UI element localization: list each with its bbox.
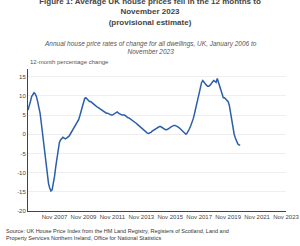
svg-text:15: 15 [19, 74, 26, 80]
svg-text:5: 5 [22, 112, 26, 118]
svg-text:Nov 2013: Nov 2013 [128, 214, 154, 220]
svg-text:Nov 2011: Nov 2011 [100, 214, 126, 220]
svg-text:Nov 2007: Nov 2007 [42, 214, 68, 220]
svg-text:-15: -15 [17, 189, 26, 195]
svg-text:Nov 2015: Nov 2015 [157, 214, 183, 220]
svg-text:Annual house price rates of ch: Annual house price rates of change for a… [44, 40, 257, 55]
svg-text:Nov 2017: Nov 2017 [186, 214, 212, 220]
svg-text:Nov 2023: Nov 2023 [273, 214, 299, 220]
svg-text:0: 0 [22, 131, 26, 137]
svg-text:-20: -20 [17, 208, 26, 214]
svg-text:12-month percentage change: 12-month percentage change [30, 59, 109, 65]
svg-text:10: 10 [19, 93, 26, 99]
svg-text:-10: -10 [17, 170, 26, 176]
svg-text:Nov 2009: Nov 2009 [71, 214, 97, 220]
svg-text:Figure 1: Average UK house pri: Figure 1: Average UK house prices fell i… [39, 0, 261, 27]
svg-text:Nov 2019: Nov 2019 [215, 214, 241, 220]
svg-text:Source: UK House Price Index f: Source: UK House Price Index from the HM… [6, 228, 229, 241]
svg-text:-5: -5 [20, 151, 26, 157]
svg-text:Nov 2021: Nov 2021 [244, 214, 270, 220]
